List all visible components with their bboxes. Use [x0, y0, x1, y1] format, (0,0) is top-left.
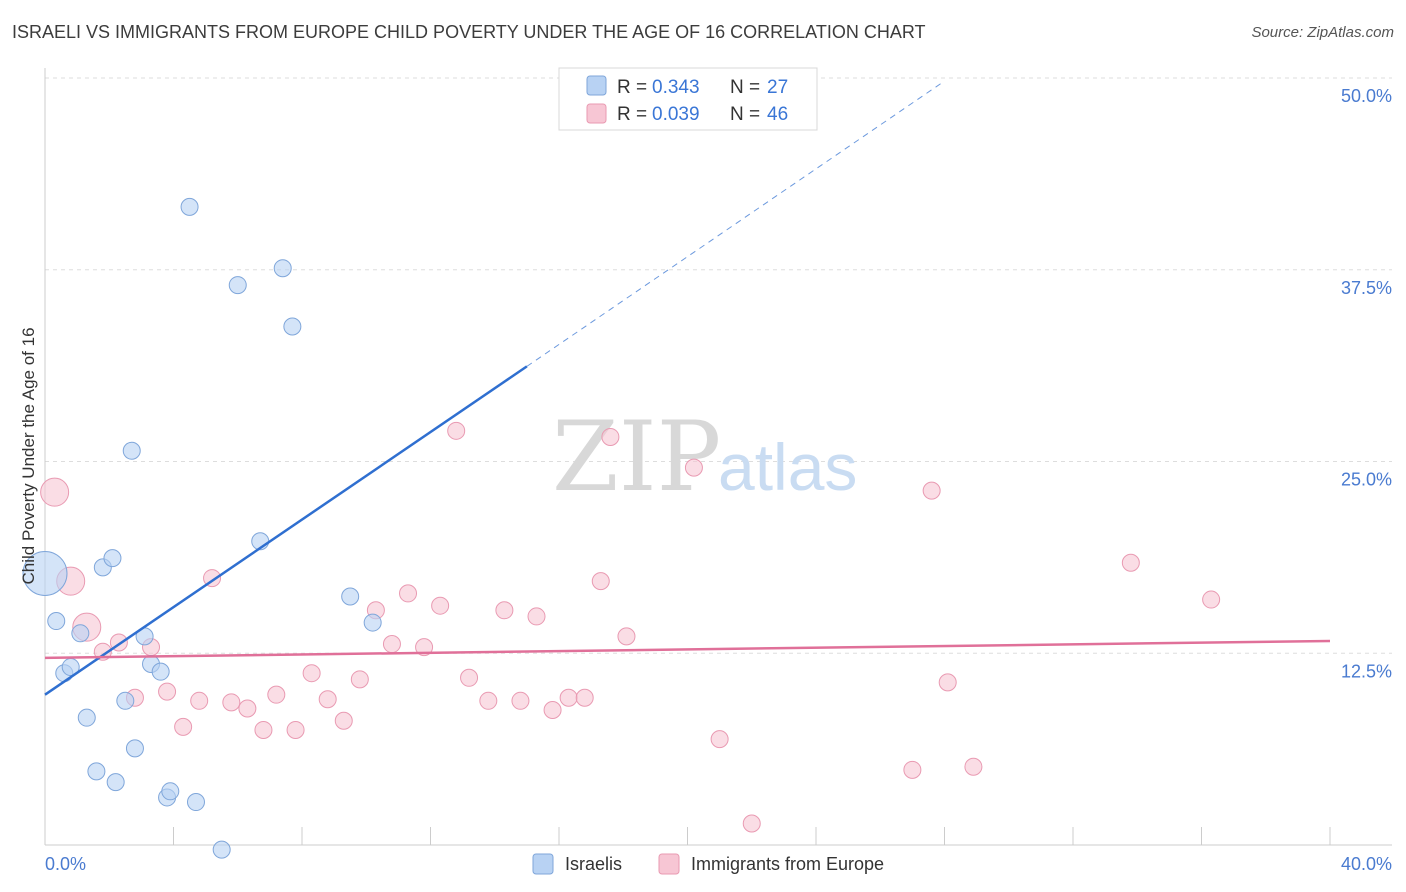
point-europe: [938, 673, 957, 692]
point-europe: [254, 720, 273, 739]
point-europe: [1121, 553, 1140, 572]
point-europe: [334, 711, 353, 730]
point-europe: [479, 691, 498, 710]
point-europe: [559, 688, 578, 707]
trend-line-israelis-extension: [526, 80, 945, 367]
point-israelis: [180, 197, 199, 216]
trend-line-europe: [44, 639, 1331, 660]
y-tick-label: 50.0%: [1341, 86, 1392, 106]
legend-r-value-israelis: 0.343: [652, 77, 700, 98]
y-axis-label: Child Poverty Under the Age of 16: [19, 327, 38, 584]
point-europe: [318, 690, 337, 709]
point-europe: [617, 627, 636, 646]
legend-n-value-israelis: 27: [767, 77, 788, 98]
point-europe: [922, 481, 941, 500]
y-tick-label: 12.5%: [1341, 661, 1392, 681]
point-israelis: [363, 613, 382, 632]
chart-title: ISRAELI VS IMMIGRANTS FROM EUROPE CHILD …: [12, 22, 926, 42]
point-europe: [710, 730, 729, 749]
point-israelis: [186, 793, 205, 812]
point-israelis: [106, 773, 125, 792]
point-europe: [460, 668, 479, 687]
point-europe: [431, 596, 450, 615]
legend-n-label-europe: N =: [730, 104, 760, 125]
point-europe: [286, 720, 305, 739]
legend-swatch-israelis: [586, 75, 607, 96]
point-europe: [511, 691, 530, 710]
point-europe: [591, 572, 610, 591]
trend-lines: [44, 80, 1331, 696]
legend-box: R = 0.343 N = 27 R = 0.039 N = 46: [558, 67, 818, 131]
point-europe: [302, 664, 321, 683]
point-israelis: [125, 739, 144, 758]
axes: [44, 68, 1392, 846]
point-europe: [447, 421, 466, 440]
point-israelis: [273, 259, 292, 278]
bottom-legend: Israelis Immigrants from Europe: [532, 853, 884, 875]
point-europe: [964, 757, 983, 776]
point-israelis: [87, 762, 106, 781]
trend-line-israelis: [44, 365, 528, 696]
point-europe: [527, 607, 546, 626]
point-europe: [350, 670, 369, 689]
bottom-legend-swatch-europe: [658, 853, 680, 875]
tick-labels: 12.5% 25.0% 37.5% 50.0% 0.0% 40.0%: [45, 86, 1392, 874]
point-israelis: [116, 691, 135, 710]
point-europe: [190, 691, 209, 710]
legend-swatch-europe: [586, 103, 607, 124]
point-europe: [1202, 590, 1221, 609]
point-israelis: [151, 662, 170, 681]
point-europe: [238, 699, 257, 718]
grid-lines: [45, 77, 1392, 654]
point-europe: [174, 717, 193, 736]
legend-r-value-europe: 0.039: [652, 104, 700, 125]
point-israelis: [47, 612, 66, 631]
watermark-atlas: atlas: [718, 430, 857, 504]
bottom-legend-label-israelis: Israelis: [565, 854, 622, 874]
legend-n-label-israelis: N =: [730, 77, 760, 98]
point-europe: [543, 701, 562, 720]
point-israelis: [212, 840, 231, 859]
legend-r-label-europe: R =: [617, 104, 647, 125]
point-israelis: [77, 708, 96, 727]
y-tick-label: 37.5%: [1341, 278, 1392, 298]
point-israelis: [122, 441, 141, 460]
bottom-legend-label-europe: Immigrants from Europe: [691, 854, 884, 874]
point-europe: [399, 584, 418, 603]
point-israelis: [283, 317, 302, 336]
scatter-points: [22, 197, 1221, 859]
point-israelis: [228, 276, 247, 295]
point-europe: [415, 638, 434, 657]
bottom-legend-swatch-israelis: [532, 853, 554, 875]
point-europe: [495, 601, 514, 620]
point-europe: [40, 477, 70, 507]
point-europe: [158, 682, 177, 701]
point-israelis: [161, 782, 180, 801]
point-europe: [601, 427, 620, 446]
watermark-zip: ZIP: [552, 401, 721, 513]
x-tick-label: 0.0%: [45, 854, 86, 874]
point-europe: [382, 635, 401, 654]
source-label: Source: ZipAtlas.com: [1251, 24, 1394, 41]
point-europe: [267, 685, 286, 704]
point-israelis: [71, 624, 90, 643]
x-tick-label: 40.0%: [1341, 854, 1392, 874]
point-israelis: [103, 549, 122, 568]
point-europe: [742, 814, 761, 833]
point-europe: [222, 693, 241, 712]
point-israelis: [341, 587, 360, 606]
legend-n-value-europe: 46: [767, 104, 788, 125]
point-europe: [903, 760, 922, 779]
point-europe: [684, 458, 703, 477]
y-tick-label: 25.0%: [1341, 470, 1392, 490]
point-europe: [575, 688, 594, 707]
legend-r-label-israelis: R =: [617, 77, 647, 98]
point-israelis: [22, 550, 68, 596]
